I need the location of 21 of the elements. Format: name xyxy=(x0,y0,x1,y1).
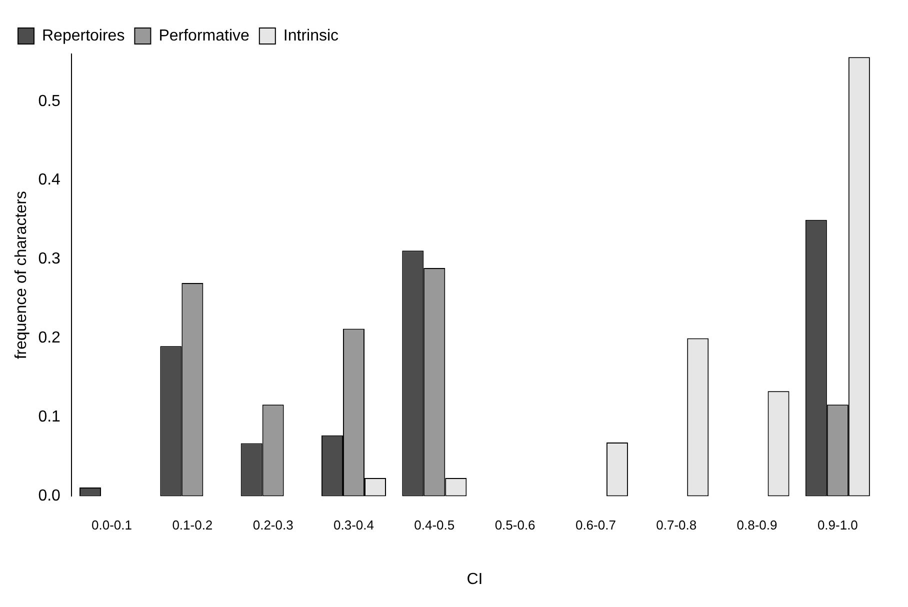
y-tick-label: 0.3 xyxy=(38,250,61,268)
y-tick-label: 0.1 xyxy=(38,408,61,426)
y-axis-title: frequence of characters xyxy=(13,191,30,360)
x-tick-label: 0.5-0.6 xyxy=(494,518,536,533)
x-tick-label: 0.0-0.1 xyxy=(92,518,132,533)
y-tick-label: 0.4 xyxy=(38,172,61,189)
legend-label: Repertoires xyxy=(42,27,125,44)
x-tick-label: 0.2-0.3 xyxy=(252,518,294,533)
x-axis-title: CI xyxy=(466,570,483,588)
legend-label: Performative xyxy=(158,27,250,44)
x-tick-label: 0.6-0.7 xyxy=(575,518,616,533)
y-tick-label: 0.5 xyxy=(38,92,61,110)
x-tick-label: 0.8-0.9 xyxy=(736,518,778,533)
y-tick-label: 0.0 xyxy=(38,488,61,505)
y-tick-label: 0.2 xyxy=(38,330,61,347)
legend-label: Intrinsic xyxy=(283,27,339,44)
x-tick-label: 0.4-0.5 xyxy=(414,518,455,533)
x-tick-label: 0.3-0.4 xyxy=(333,518,374,533)
x-tick-label: 0.7-0.8 xyxy=(656,518,697,533)
x-tick-label: 0.9-1.0 xyxy=(817,518,858,533)
x-tick-label: 0.1-0.2 xyxy=(172,518,213,533)
